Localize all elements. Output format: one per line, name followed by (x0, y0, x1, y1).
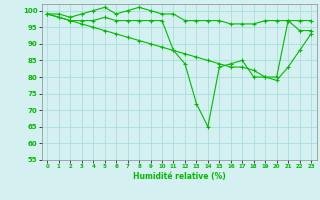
X-axis label: Humidité relative (%): Humidité relative (%) (133, 172, 226, 181)
